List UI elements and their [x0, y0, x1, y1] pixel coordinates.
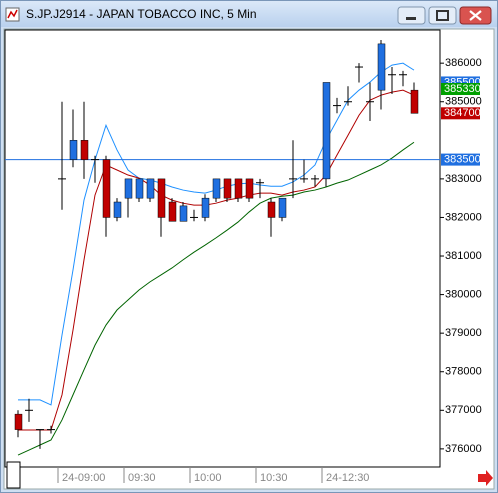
ma-line [18, 89, 415, 431]
price-label: 383500 [444, 154, 481, 166]
restore-button[interactable] [428, 6, 457, 25]
candle-body [201, 197, 210, 218]
candle-body [124, 178, 133, 199]
shift-arrow[interactable] [478, 470, 493, 486]
candle-body [113, 201, 122, 218]
candle-body [69, 140, 78, 160]
candle-body [80, 140, 89, 160]
y-tick-label: 383000 [445, 173, 482, 185]
x-tick-label: 10:30 [260, 472, 288, 484]
candle-body [410, 89, 419, 114]
minimize-glyph [406, 17, 416, 20]
price-label-bg [441, 83, 480, 96]
y-tick-label: 377000 [445, 404, 482, 416]
candle-body [212, 178, 221, 199]
restore-glyph [436, 10, 449, 21]
x-tick-label: 09:30 [128, 472, 156, 484]
window-buttons [397, 6, 492, 25]
price-label-bg [441, 153, 480, 166]
candle-body [377, 43, 386, 91]
candle-body [322, 82, 331, 180]
y-tick-label: 382000 [445, 211, 482, 223]
candle-body [267, 201, 276, 218]
y-tick-label: 376000 [445, 443, 482, 455]
candle-body [245, 178, 254, 199]
candle-body [135, 178, 144, 199]
y-tick-label: 385000 [445, 96, 482, 108]
x-tick-label: 24-09:00 [62, 472, 105, 484]
y-tick-label: 386000 [445, 57, 482, 69]
y-tick-label: 381000 [445, 250, 482, 262]
plot: 376000 377000 378000 379000 380000 381000 3820… [5, 40, 482, 484]
price-label-bg [441, 107, 480, 120]
y-tick-label: 380000 [445, 288, 482, 300]
ma-line [17, 141, 415, 456]
candle-body [146, 178, 155, 199]
x-tick-label: 24-12:30 [326, 472, 369, 484]
candle-body [102, 159, 111, 218]
price-label: 384700 [444, 107, 481, 119]
scroll-box[interactable] [6, 461, 21, 489]
window-icon-glyph [7, 9, 18, 19]
y-tick-label: 378000 [445, 366, 482, 378]
x-tick-label: 10:00 [194, 472, 222, 484]
candle-body [278, 197, 287, 218]
candle-body [168, 201, 177, 222]
close-glyph [469, 10, 482, 21]
candle-body [223, 178, 232, 199]
minimize-button[interactable] [397, 6, 426, 25]
price-label: 385330 [444, 83, 481, 95]
candle-body [179, 205, 188, 222]
chart-title: S.JP.J2914 - JAPAN TOBACCO INC, 5 Min [26, 7, 257, 21]
y-tick-label: 379000 [445, 327, 482, 339]
candle-body [14, 413, 23, 430]
candle-body [234, 178, 243, 199]
candle-body [157, 178, 166, 218]
